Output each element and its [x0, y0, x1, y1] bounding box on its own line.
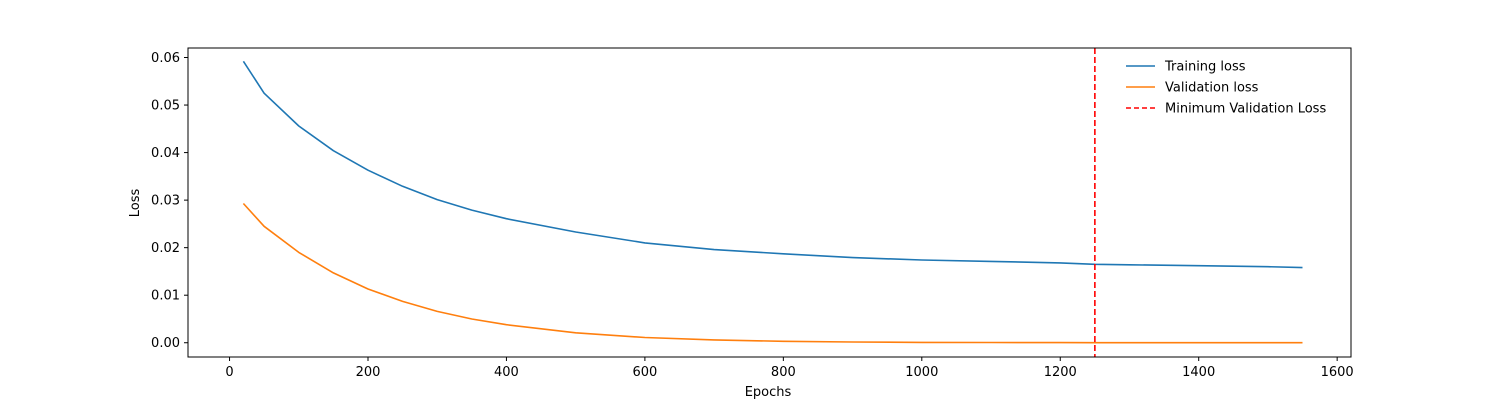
series-line-validation-loss — [242, 202, 1303, 344]
x-tick-label: 400 — [494, 365, 519, 380]
plot-area — [242, 48, 1303, 357]
axes: 0 200 400 600 800 1000 1200 1400 1600 0.00 0.01 0.0… — [151, 47, 1354, 380]
y-tick-label: 0.00 — [151, 336, 180, 351]
series-line-training-loss — [242, 60, 1303, 269]
y-tick-label: 0.02 — [151, 241, 180, 256]
x-tick-label: 1400 — [1182, 365, 1215, 380]
y-tick-label: 0.03 — [151, 194, 180, 209]
x-tick-label: 1200 — [1044, 365, 1077, 380]
x-tick-label: 1600 — [1321, 365, 1354, 380]
legend-label: Training loss — [1164, 60, 1246, 75]
x-axis-label: Epochs — [745, 385, 792, 400]
x-tick-label: 0 — [225, 365, 233, 380]
y-tick-label: 0.04 — [151, 146, 180, 161]
x-tick-label: 600 — [632, 365, 657, 380]
y-tick-label: 0.06 — [151, 51, 180, 66]
legend-label: Validation loss — [1165, 81, 1259, 96]
x-tick-label: 1000 — [905, 365, 938, 380]
y-tick-label: 0.01 — [151, 289, 180, 304]
y-tick-label: 0.05 — [151, 99, 180, 114]
x-tick-label: 200 — [356, 365, 381, 380]
legend: Training loss Validation loss Minimum Vali… — [1126, 60, 1326, 117]
axes-frame — [187, 47, 1352, 358]
x-tick-label: 800 — [771, 365, 796, 380]
legend-label: Minimum Validation Loss — [1165, 102, 1326, 117]
y-axis-label: Loss — [128, 189, 143, 218]
